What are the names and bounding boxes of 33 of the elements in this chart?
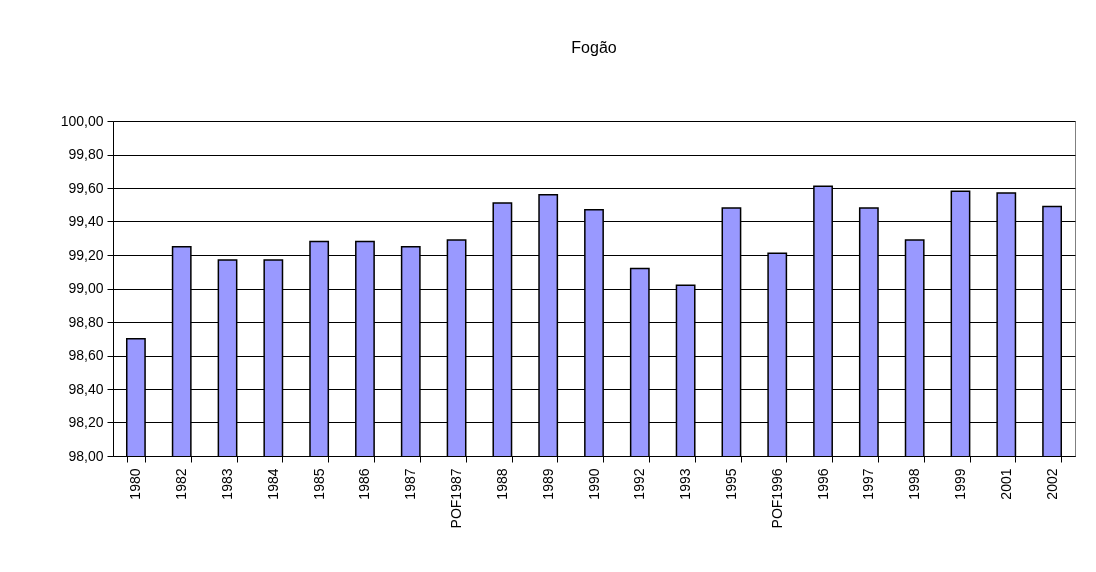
x-tick-label: 1982: [173, 468, 190, 500]
y-tick-label: 98,20: [68, 414, 104, 430]
y-tick-label: 99,60: [68, 179, 104, 196]
x-tick-label: 1980: [127, 468, 144, 500]
x-tick-label: POF1996: [768, 468, 785, 529]
x-tick-label: 1985: [310, 468, 327, 500]
x-tick-label: 2002: [1043, 468, 1060, 500]
y-tick-label: 98,40: [68, 380, 104, 397]
y-tick-label: 98,00: [68, 447, 104, 464]
chart-title: Fogão: [571, 39, 617, 56]
x-tick-label: 1993: [677, 468, 694, 500]
y-tick-label: 98,60: [68, 347, 104, 363]
x-tick-label: 1997: [860, 468, 877, 500]
x-tick-label: POF1987: [448, 468, 465, 529]
y-tick-label: 99,00: [68, 280, 104, 296]
x-tick-label: 1999: [951, 468, 968, 500]
x-tick-label: 2001: [997, 468, 1014, 500]
x-tick-label: 1998: [906, 468, 923, 500]
x-tick-label: 1986: [356, 468, 373, 500]
x-tick-label: 1992: [631, 468, 648, 500]
x-tick-label: 1983: [219, 468, 236, 500]
y-tick-label: 99,80: [68, 146, 104, 162]
y-tick-label: 100,00: [60, 112, 104, 129]
y-tick-label: 99,40: [68, 213, 104, 229]
x-tick-label: 1995: [722, 468, 739, 500]
x-tick-label: 1996: [814, 468, 831, 500]
x-tick-label: 1990: [585, 468, 602, 500]
y-tick-label: 99,20: [68, 246, 104, 263]
x-tick-label: 1989: [539, 468, 556, 500]
x-tick-label: 1988: [493, 468, 510, 500]
x-tick-label: 1987: [402, 468, 419, 500]
y-tick-label: 98,80: [68, 313, 104, 330]
x-tick-label: 1984: [264, 468, 281, 500]
